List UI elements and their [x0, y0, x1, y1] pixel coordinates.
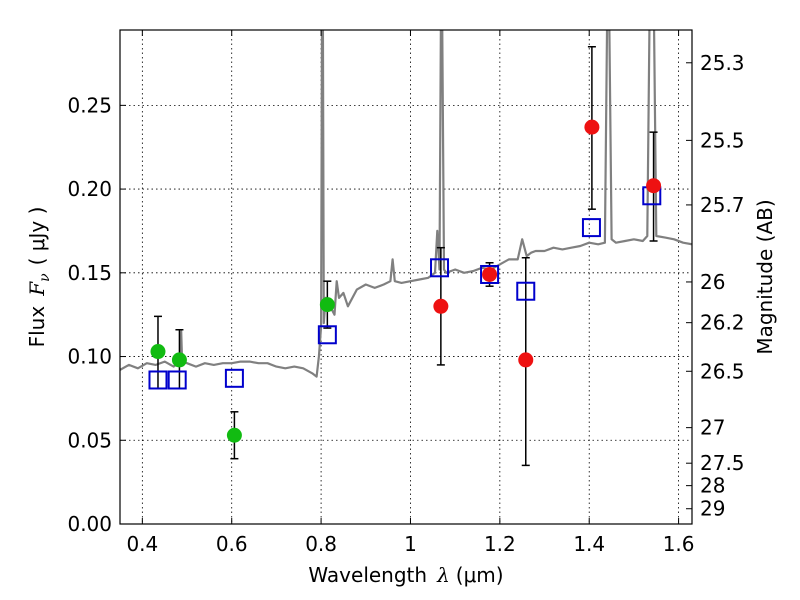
right-axis-tick-label: 27 [700, 416, 725, 440]
y-axis-label-symbol: F [25, 281, 49, 297]
y-tick-label: 0.15 [67, 261, 112, 285]
x-tick-label: 1.4 [573, 532, 605, 556]
right-axis-label: Magnitude (AB) [753, 199, 777, 354]
x-tick-label: 0.4 [126, 532, 158, 556]
y-tick-label: 0.00 [67, 512, 112, 536]
green-data-point [226, 427, 242, 443]
model-spectrum-layer [120, 30, 692, 378]
x-tick-label: 0.8 [305, 532, 337, 556]
x-tick-label: 1.2 [484, 532, 516, 556]
red-data-point [482, 266, 498, 282]
green-data-point [319, 297, 335, 313]
y-axis-label-prefix: Flux [25, 306, 49, 348]
y-axis-label-unit: ( μJy ) [25, 207, 49, 266]
red-data-point [433, 298, 449, 314]
marker-layer [148, 119, 662, 443]
y-tick-label: 0.10 [67, 345, 112, 369]
x-tick-label: 1.6 [663, 532, 695, 556]
x-axis-label: Wavelength λ (μm) [308, 563, 503, 587]
y-axis-label: Flux Fν ( μJy ) [25, 207, 53, 348]
model-spectrum-line [120, 30, 692, 378]
right-axis-tick-label: 26.2 [700, 311, 745, 335]
model-photometry-square [317, 325, 337, 345]
right-axis-tick-label: 26 [700, 270, 725, 294]
plot-frame [119, 29, 693, 525]
y-tick-label: 0.05 [67, 428, 112, 452]
red-data-point [646, 178, 662, 194]
x-tick-label: 0.6 [216, 532, 248, 556]
right-axis-tick-label: 29 [700, 497, 725, 521]
x-tick-label: 1 [404, 532, 417, 556]
y-axis-label-subscript: ν [37, 273, 53, 282]
green-data-point [150, 344, 166, 360]
x-axis-label-symbol: λ [436, 563, 450, 587]
x-axis-ticks: 0.4 0.6 0.8 1 1.2 1.4 1.6 [126, 30, 695, 556]
model-photometry-square [430, 258, 450, 278]
right-axis-tick-label: 27.5 [700, 451, 745, 475]
right-axis-tick-label: 25.7 [700, 193, 745, 217]
red-data-point [584, 119, 600, 135]
model-photometry-square [224, 368, 244, 388]
right-axis-tick-label: 28 [700, 474, 725, 498]
x-axis-label-unit: (μm) [456, 563, 504, 587]
right-axis-tick-label: 26.5 [700, 359, 745, 383]
model-photometry-square [167, 370, 187, 390]
x-axis-label-prefix: Wavelength [308, 563, 427, 587]
model-photometry-square [581, 218, 601, 238]
red-data-point [518, 352, 534, 368]
y-tick-label: 0.25 [67, 93, 112, 117]
y-tick-label: 0.20 [67, 177, 112, 201]
plot-area [120, 30, 692, 524]
model-photometry-square [516, 281, 536, 301]
model-photometry-square [480, 264, 500, 284]
right-axis-tick-label: 25.5 [700, 128, 745, 152]
model-photometry-square [148, 370, 168, 390]
right-axis-tick-label: 25.3 [700, 51, 745, 75]
y-axis-ticks: 0.00 0.05 0.10 0.15 0.20 0.25 [67, 93, 126, 536]
green-data-point [171, 352, 187, 368]
